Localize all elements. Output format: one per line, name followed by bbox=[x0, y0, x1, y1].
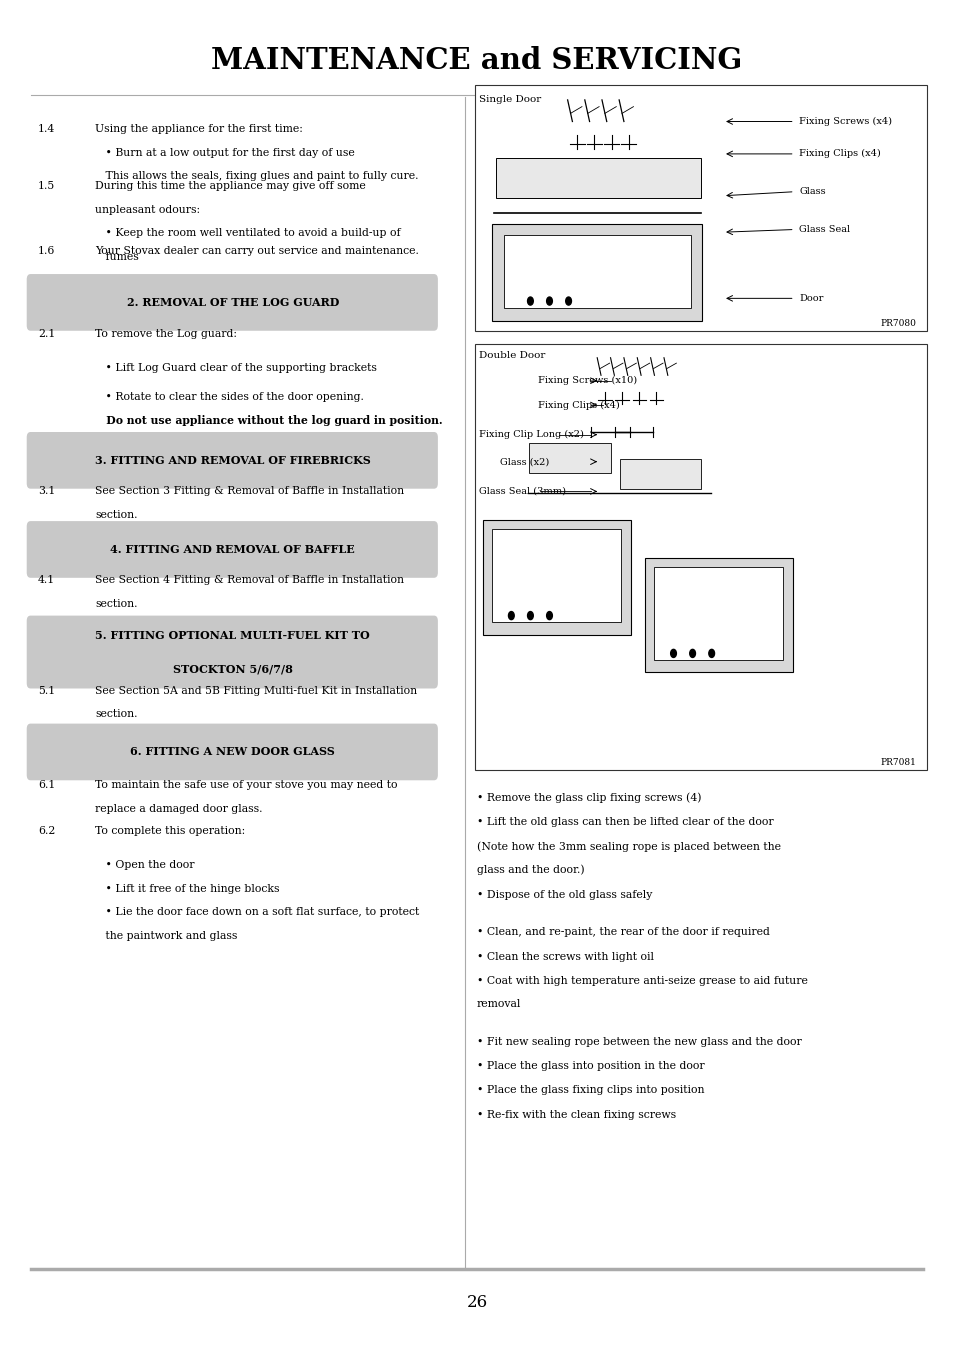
FancyBboxPatch shape bbox=[644, 558, 792, 672]
Text: 6.1: 6.1 bbox=[38, 780, 55, 790]
Text: MAINTENANCE and SERVICING: MAINTENANCE and SERVICING bbox=[212, 46, 741, 76]
Text: Fixing Clips (x4): Fixing Clips (x4) bbox=[537, 401, 619, 409]
Text: replace a damaged door glass.: replace a damaged door glass. bbox=[95, 805, 263, 814]
Text: removal: removal bbox=[476, 999, 521, 1008]
Text: Your Stovax dealer can carry out service and maintenance.: Your Stovax dealer can carry out service… bbox=[95, 246, 418, 255]
Text: 26: 26 bbox=[466, 1295, 487, 1311]
FancyBboxPatch shape bbox=[27, 274, 437, 331]
Text: Using the appliance for the first time:: Using the appliance for the first time: bbox=[95, 124, 303, 134]
Circle shape bbox=[546, 612, 552, 620]
Text: This allows the seals, fixing glues and paint to fully cure.: This allows the seals, fixing glues and … bbox=[95, 171, 418, 181]
Circle shape bbox=[565, 297, 571, 305]
Text: section.: section. bbox=[95, 710, 138, 720]
Text: (Note how the 3mm sealing rope is placed between the: (Note how the 3mm sealing rope is placed… bbox=[476, 841, 781, 852]
Text: • Re-fix with the clean fixing screws: • Re-fix with the clean fixing screws bbox=[476, 1110, 676, 1119]
FancyBboxPatch shape bbox=[27, 432, 437, 489]
Text: To complete this operation:: To complete this operation: bbox=[95, 826, 245, 836]
Text: 6.2: 6.2 bbox=[38, 826, 55, 836]
Text: 4. FITTING AND REMOVAL OF BAFFLE: 4. FITTING AND REMOVAL OF BAFFLE bbox=[111, 544, 355, 555]
Text: Glass Seal: Glass Seal bbox=[799, 225, 850, 234]
Text: • Keep the room well ventilated to avoid a build-up of: • Keep the room well ventilated to avoid… bbox=[95, 228, 400, 238]
FancyBboxPatch shape bbox=[654, 567, 782, 660]
Text: Fixing Screws (x10): Fixing Screws (x10) bbox=[537, 377, 637, 385]
FancyBboxPatch shape bbox=[27, 521, 437, 578]
Text: section.: section. bbox=[95, 509, 138, 520]
Text: To maintain the safe use of your stove you may need to: To maintain the safe use of your stove y… bbox=[95, 780, 397, 790]
Text: • Clean the screws with light oil: • Clean the screws with light oil bbox=[476, 952, 654, 961]
Text: Fixing Clip Long (x2): Fixing Clip Long (x2) bbox=[478, 431, 583, 439]
Text: STOCKTON 5/6/7/8: STOCKTON 5/6/7/8 bbox=[172, 663, 293, 674]
Text: Do not use appliance without the log guard in position.: Do not use appliance without the log gua… bbox=[95, 416, 442, 427]
Text: • Lift Log Guard clear of the supporting brackets: • Lift Log Guard clear of the supporting… bbox=[95, 363, 376, 373]
Circle shape bbox=[708, 649, 714, 657]
Text: unpleasant odours:: unpleasant odours: bbox=[95, 204, 200, 215]
Text: • Lie the door face down on a soft flat surface, to protect: • Lie the door face down on a soft flat … bbox=[95, 907, 419, 917]
Text: • Rotate to clear the sides of the door opening.: • Rotate to clear the sides of the door … bbox=[95, 392, 364, 401]
Text: 5.1: 5.1 bbox=[38, 686, 55, 695]
Text: • Coat with high temperature anti-seize grease to aid future: • Coat with high temperature anti-seize … bbox=[476, 976, 807, 986]
Text: Glass Seal (3mm): Glass Seal (3mm) bbox=[478, 487, 565, 495]
Text: 5. FITTING OPTIONAL MULTI-FUEL KIT TO: 5. FITTING OPTIONAL MULTI-FUEL KIT TO bbox=[95, 630, 370, 641]
Text: • Place the glass fixing clips into position: • Place the glass fixing clips into posi… bbox=[476, 1085, 703, 1095]
Circle shape bbox=[546, 297, 552, 305]
Text: • Burn at a low output for the first day of use: • Burn at a low output for the first day… bbox=[95, 147, 355, 158]
Text: See Section 4 Fitting & Removal of Baffle in Installation: See Section 4 Fitting & Removal of Baffl… bbox=[95, 575, 404, 585]
FancyBboxPatch shape bbox=[496, 158, 700, 198]
Text: • Dispose of the old glass safely: • Dispose of the old glass safely bbox=[476, 890, 652, 899]
Text: 3. FITTING AND REMOVAL OF FIREBRICKS: 3. FITTING AND REMOVAL OF FIREBRICKS bbox=[94, 455, 371, 466]
Text: 2.1: 2.1 bbox=[38, 329, 55, 339]
Text: PR7081: PR7081 bbox=[879, 757, 915, 767]
Text: 1.6: 1.6 bbox=[38, 246, 55, 255]
Text: 4.1: 4.1 bbox=[38, 575, 55, 585]
Circle shape bbox=[689, 649, 695, 657]
Text: • Clean, and re-paint, the rear of the door if required: • Clean, and re-paint, the rear of the d… bbox=[476, 927, 769, 937]
Text: See Section 3 Fitting & Removal of Baffle in Installation: See Section 3 Fitting & Removal of Baffl… bbox=[95, 486, 404, 495]
Text: Single Door: Single Door bbox=[478, 95, 540, 104]
Text: PR7080: PR7080 bbox=[879, 319, 915, 328]
Text: • Lift it free of the hinge blocks: • Lift it free of the hinge blocks bbox=[95, 884, 279, 894]
Text: • Place the glass into position in the door: • Place the glass into position in the d… bbox=[476, 1061, 704, 1071]
Circle shape bbox=[670, 649, 676, 657]
Text: • Fit new sealing rope between the new glass and the door: • Fit new sealing rope between the new g… bbox=[476, 1037, 801, 1046]
Text: section.: section. bbox=[95, 599, 138, 609]
Text: Glass (x2): Glass (x2) bbox=[499, 458, 549, 466]
FancyBboxPatch shape bbox=[503, 235, 690, 308]
Text: 1.4: 1.4 bbox=[38, 124, 55, 134]
FancyBboxPatch shape bbox=[27, 616, 437, 688]
FancyBboxPatch shape bbox=[27, 724, 437, 780]
Text: 6. FITTING A NEW DOOR GLASS: 6. FITTING A NEW DOOR GLASS bbox=[131, 747, 335, 757]
Text: 1.5: 1.5 bbox=[38, 181, 55, 190]
Text: Door (x2): Door (x2) bbox=[499, 544, 546, 552]
Text: fumes: fumes bbox=[95, 251, 139, 262]
Text: To remove the Log guard:: To remove the Log guard: bbox=[95, 329, 237, 339]
Text: Fixing Clips (x4): Fixing Clips (x4) bbox=[799, 150, 881, 158]
FancyBboxPatch shape bbox=[492, 529, 620, 622]
Text: • Lift the old glass can then be lifted clear of the door: • Lift the old glass can then be lifted … bbox=[476, 817, 773, 826]
Bar bbox=[475, 344, 926, 770]
Text: 2. REMOVAL OF THE LOG GUARD: 2. REMOVAL OF THE LOG GUARD bbox=[127, 297, 338, 308]
FancyBboxPatch shape bbox=[529, 443, 610, 472]
Circle shape bbox=[508, 612, 514, 620]
Text: • Remove the glass clip fixing screws (4): • Remove the glass clip fixing screws (4… bbox=[476, 792, 700, 803]
Text: glass and the door.): glass and the door.) bbox=[476, 864, 584, 875]
Text: Fixing Screws (x4): Fixing Screws (x4) bbox=[799, 117, 891, 126]
Text: Door: Door bbox=[799, 294, 823, 302]
Text: Double Door: Double Door bbox=[478, 351, 545, 360]
Text: 3.1: 3.1 bbox=[38, 486, 55, 495]
Text: • Open the door: • Open the door bbox=[95, 860, 194, 869]
Circle shape bbox=[527, 297, 533, 305]
Circle shape bbox=[527, 612, 533, 620]
Text: Glass: Glass bbox=[799, 188, 825, 196]
Text: During this time the appliance may give off some: During this time the appliance may give … bbox=[95, 181, 366, 190]
Bar bbox=[475, 85, 926, 331]
Text: See Section 5A and 5B Fitting Multi-fuel Kit in Installation: See Section 5A and 5B Fitting Multi-fuel… bbox=[95, 686, 417, 695]
FancyBboxPatch shape bbox=[482, 520, 630, 634]
FancyBboxPatch shape bbox=[619, 459, 700, 489]
FancyBboxPatch shape bbox=[492, 224, 701, 321]
Text: the paintwork and glass: the paintwork and glass bbox=[95, 931, 237, 941]
